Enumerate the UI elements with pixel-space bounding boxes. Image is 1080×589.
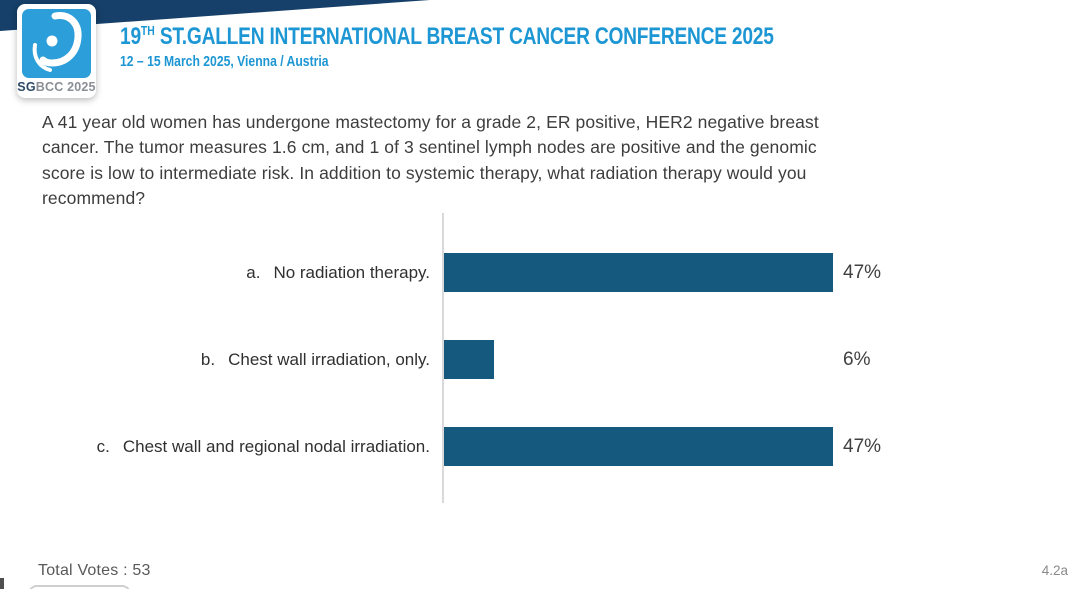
option-b-percent: 6% xyxy=(843,348,871,370)
chart-baseline-axis xyxy=(442,213,444,503)
option-b-letter: b. xyxy=(200,349,216,369)
logo-caption-bold: SG xyxy=(17,80,36,94)
option-b-label: b. Chest wall irradiation, only. xyxy=(0,340,430,379)
option-c-label: c. Chest wall and regional nodal irradia… xyxy=(0,427,430,466)
sgbcc-logo: SGBCC 2025 xyxy=(17,4,96,98)
conference-title: 19TH ST.GALLEN INTERNATIONAL BREAST CANC… xyxy=(120,23,774,51)
option-a-text: No radiation therapy. xyxy=(273,262,430,282)
slide-reference-number: 4.2a xyxy=(1041,563,1068,578)
option-a-letter: a. xyxy=(246,262,261,282)
option-c-text: Chest wall and regional nodal irradiatio… xyxy=(122,436,430,456)
title-text: ST.GALLEN INTERNATIONAL BREAST CANCER CO… xyxy=(154,23,774,50)
edge-artifact xyxy=(0,578,4,589)
option-c-bar xyxy=(444,427,833,466)
sgbcc-logo-square xyxy=(22,9,91,78)
header-text: 19TH ST.GALLEN INTERNATIONAL BREAST CANC… xyxy=(120,23,937,71)
sgbcc-logo-caption: SGBCC 2025 xyxy=(17,80,96,94)
question-line: recommend? xyxy=(42,187,146,208)
option-a-label: a. No radiation therapy. xyxy=(0,253,430,292)
cutoff-button[interactable] xyxy=(28,585,131,589)
logo-caption-rest: BCC 2025 xyxy=(35,80,96,94)
question-line: score is low to intermediate risk. In ad… xyxy=(42,162,807,183)
sgbcc-ribbon-icon xyxy=(32,12,82,72)
bar-row-c: c. Chest wall and regional nodal irradia… xyxy=(0,427,1080,466)
title-superscript: TH xyxy=(140,23,155,38)
option-c-letter: c. xyxy=(96,436,110,456)
total-votes-label: Total Votes : 53 xyxy=(38,562,151,579)
bar-row-a: a. No radiation therapy. 47% xyxy=(0,253,1080,292)
question-line: cancer. The tumor measures 1.6 cm, and 1… xyxy=(42,137,817,158)
option-b-text: Chest wall irradiation, only. xyxy=(228,349,430,369)
title-number: 19 xyxy=(120,23,141,50)
conference-dates: 12 – 15 March 2025, Vienna / Austria xyxy=(120,54,329,70)
option-b-bar xyxy=(444,340,494,379)
question-line: A 41 year old women has undergone mastec… xyxy=(42,112,819,132)
option-a-bar xyxy=(444,253,833,292)
question-text: A 41 year old women has undergone mastec… xyxy=(42,110,819,211)
option-c-percent: 47% xyxy=(843,435,882,457)
bar-row-b: b. Chest wall irradiation, only. 6% xyxy=(0,340,1080,379)
option-a-percent: 47% xyxy=(843,261,882,283)
